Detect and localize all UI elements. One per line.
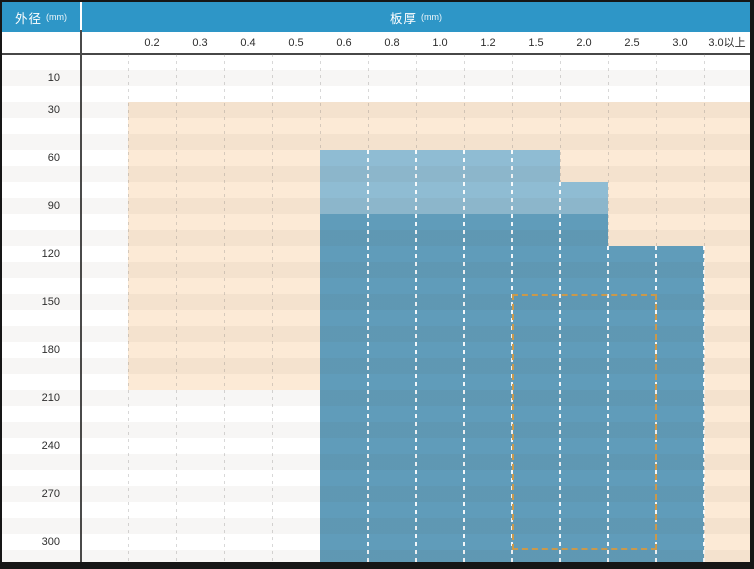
- column-label: 3.0: [672, 37, 688, 49]
- column-label: 0.8: [384, 37, 400, 49]
- vertical-gridline: [176, 54, 177, 562]
- chart-content: 外径 (mm) 板厚 (mm) 0.2 0.3 0.4 0.5 0.6 0.8 1.0 1.2…: [2, 2, 750, 562]
- col-axis-unit: (mm): [421, 12, 442, 22]
- row-label: 240: [41, 440, 60, 452]
- row-label: 120: [41, 248, 60, 260]
- vertical-gridline-white: [607, 246, 609, 562]
- row-label: 10: [47, 72, 60, 84]
- vertical-gridline: [128, 54, 129, 562]
- column-label: 2.0: [576, 37, 592, 49]
- col-axis-title: 板厚: [389, 11, 417, 26]
- row-axis-unit: (mm): [46, 12, 67, 22]
- available-range-light-blue: [560, 182, 608, 214]
- vertical-gridline-white: [367, 150, 369, 562]
- col-axis-header: 板厚 (mm): [82, 2, 750, 32]
- row-label: 60: [47, 152, 60, 164]
- row-label: 150: [41, 296, 60, 308]
- row-label: 270: [41, 488, 60, 500]
- column-label: 3.0以上: [708, 37, 746, 49]
- axis-separator-line: [80, 30, 82, 562]
- row-label: 180: [41, 344, 60, 356]
- row-label: 210: [41, 392, 60, 404]
- vertical-gridline-white: [703, 246, 705, 562]
- row-axis-header: 外径 (mm): [2, 2, 80, 32]
- header-underline: [2, 53, 750, 55]
- column-label: 0.6: [336, 37, 352, 49]
- column-label: 2.5: [624, 37, 640, 49]
- column-label: 1.5: [528, 37, 544, 49]
- available-range-light-blue: [320, 150, 560, 214]
- column-label: 0.2: [144, 37, 160, 49]
- row-axis-title: 外径: [14, 11, 42, 26]
- dashed-outline-area: [512, 294, 657, 550]
- column-label: 0.3: [192, 37, 208, 49]
- column-label: 0.5: [288, 37, 304, 49]
- extended-range-orange: [704, 390, 750, 562]
- column-label: 1.0: [432, 37, 448, 49]
- vertical-gridline: [272, 54, 273, 562]
- row-label: 90: [47, 200, 60, 212]
- column-label: 1.2: [480, 37, 496, 49]
- vertical-gridline: [224, 54, 225, 562]
- vertical-gridline-white: [415, 150, 417, 562]
- row-label: 30: [47, 104, 60, 116]
- column-label: 0.4: [240, 37, 256, 49]
- row-label: 300: [41, 536, 60, 548]
- vertical-gridline-white: [463, 150, 465, 562]
- vertical-gridline-white: [559, 182, 561, 562]
